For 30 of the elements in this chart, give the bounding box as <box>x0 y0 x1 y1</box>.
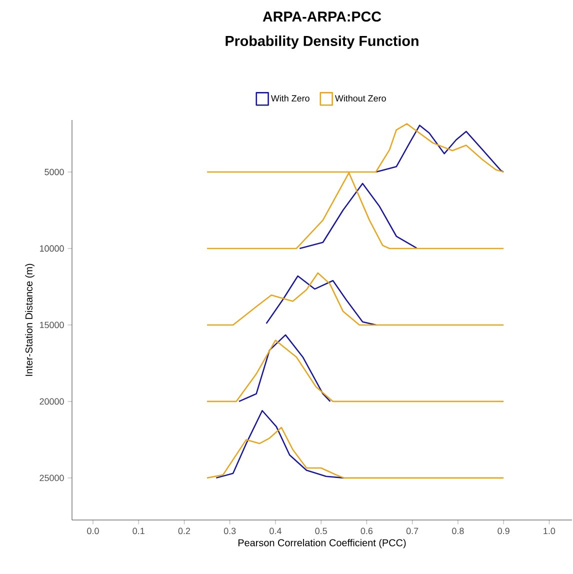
y-tick-label: 10000 <box>40 245 64 252</box>
x-tick-label: 0.0 <box>87 528 99 534</box>
x-tick-label: 0.3 <box>224 528 236 534</box>
line-series <box>216 410 345 479</box>
line-series <box>206 340 504 402</box>
legend-label: With Zero <box>270 94 310 102</box>
y-tick-label: 5000 <box>44 168 64 176</box>
x-tick-label: 0.7 <box>406 528 418 534</box>
line-series <box>299 182 418 250</box>
x-tick-label: 1.0 <box>544 528 556 534</box>
x-tick-label: 0.5 <box>315 528 327 534</box>
y-tick-label: 20000 <box>40 398 64 405</box>
x-tick-label: 0.8 <box>452 528 464 534</box>
line-series <box>238 334 331 402</box>
chart-subtitle: Probability Density Function <box>226 36 418 49</box>
line-series <box>266 275 377 326</box>
x-tick-label: 0.1 <box>132 528 144 534</box>
chart-title: ARPA-ARPA:PCC <box>262 12 382 22</box>
y-tick-label: 15000 <box>40 322 64 328</box>
line-series <box>206 426 504 479</box>
y-axis-title: Inter-Station Distance (m) <box>25 264 34 376</box>
x-tick-label: 0.2 <box>178 528 190 534</box>
x-axis-title: Pearson Correlation Coefficient (PCC) <box>238 538 406 548</box>
legend-label: Without Zero <box>334 94 386 102</box>
y-tick-label: 25000 <box>40 474 64 482</box>
x-tick-label: 0.9 <box>498 528 510 534</box>
x-tick-label: 0.4 <box>270 528 282 534</box>
line-series <box>206 272 504 326</box>
line-series <box>375 124 504 173</box>
x-tick-label: 0.6 <box>360 528 373 534</box>
